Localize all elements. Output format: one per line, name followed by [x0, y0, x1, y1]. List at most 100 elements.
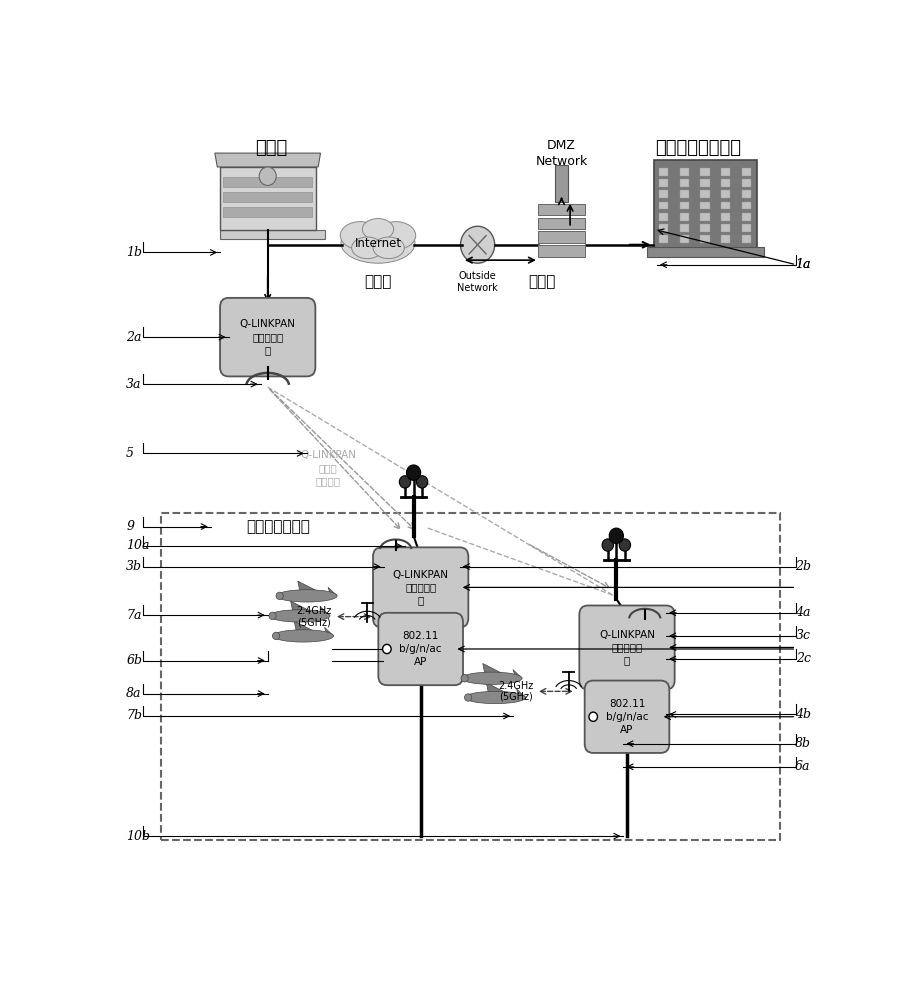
FancyBboxPatch shape [721, 224, 730, 232]
Text: 7b: 7b [126, 709, 142, 722]
FancyBboxPatch shape [219, 167, 316, 230]
Ellipse shape [276, 592, 284, 600]
Ellipse shape [461, 675, 468, 682]
FancyBboxPatch shape [679, 224, 688, 232]
FancyBboxPatch shape [579, 605, 675, 689]
FancyBboxPatch shape [721, 213, 730, 221]
Ellipse shape [276, 590, 337, 602]
FancyBboxPatch shape [373, 547, 468, 627]
FancyBboxPatch shape [659, 224, 668, 232]
Ellipse shape [352, 237, 383, 259]
FancyBboxPatch shape [679, 235, 688, 243]
Polygon shape [513, 670, 522, 678]
Ellipse shape [273, 630, 333, 642]
Text: 2a: 2a [126, 331, 141, 344]
FancyBboxPatch shape [721, 190, 730, 198]
FancyBboxPatch shape [700, 213, 710, 221]
FancyBboxPatch shape [742, 235, 751, 243]
FancyBboxPatch shape [646, 247, 764, 257]
Text: 1a: 1a [795, 258, 811, 271]
Circle shape [602, 539, 613, 551]
FancyBboxPatch shape [679, 190, 688, 198]
FancyBboxPatch shape [721, 202, 730, 209]
Text: DMZ
Network: DMZ Network [535, 139, 588, 168]
Text: 1b: 1b [126, 246, 142, 259]
Polygon shape [517, 689, 526, 698]
Text: 5: 5 [126, 447, 134, 460]
Ellipse shape [375, 222, 416, 249]
FancyBboxPatch shape [539, 218, 585, 229]
Polygon shape [297, 581, 322, 596]
Text: 6b: 6b [126, 654, 142, 667]
FancyBboxPatch shape [223, 207, 312, 217]
FancyBboxPatch shape [659, 168, 668, 176]
Text: Q-LINKPAN
毫米波
工作频段: Q-LINKPAN 毫米波 工作频段 [300, 450, 356, 486]
FancyBboxPatch shape [539, 245, 585, 257]
FancyBboxPatch shape [700, 202, 710, 209]
FancyBboxPatch shape [742, 168, 751, 176]
Text: 航站楼: 航站楼 [255, 139, 287, 157]
FancyBboxPatch shape [679, 202, 688, 209]
Text: 8a: 8a [126, 687, 141, 700]
FancyBboxPatch shape [700, 179, 710, 187]
Polygon shape [324, 627, 333, 636]
FancyBboxPatch shape [585, 681, 669, 753]
Text: 2c: 2c [796, 652, 811, 666]
FancyBboxPatch shape [700, 190, 710, 198]
Circle shape [461, 226, 495, 263]
Ellipse shape [363, 219, 394, 240]
Polygon shape [291, 601, 315, 616]
Text: 6a: 6a [795, 760, 811, 773]
Text: 3c: 3c [796, 629, 811, 642]
Ellipse shape [373, 237, 404, 259]
FancyBboxPatch shape [539, 231, 585, 243]
Text: 2b: 2b [795, 560, 811, 573]
Circle shape [619, 539, 631, 551]
Circle shape [399, 476, 410, 488]
Text: (5GHz): (5GHz) [297, 617, 331, 627]
Text: 1a: 1a [795, 258, 811, 271]
Circle shape [589, 712, 598, 721]
Text: Q-LINKPAN
高速无线网
桥: Q-LINKPAN 高速无线网 桥 [393, 570, 449, 605]
Text: 3a: 3a [126, 378, 141, 391]
FancyBboxPatch shape [700, 168, 710, 176]
Text: 2.4GHz: 2.4GHz [498, 681, 533, 691]
FancyBboxPatch shape [742, 224, 751, 232]
FancyBboxPatch shape [679, 179, 688, 187]
Text: 2.4GHz: 2.4GHz [296, 606, 331, 616]
FancyBboxPatch shape [742, 190, 751, 198]
Ellipse shape [465, 691, 526, 704]
Text: Q-LINKPAN
高速无线网
桥: Q-LINKPAN 高速无线网 桥 [240, 319, 296, 355]
Text: 航空公司运作中心: 航空公司运作中心 [655, 139, 741, 157]
Polygon shape [215, 153, 320, 167]
Text: 4a: 4a [795, 606, 811, 619]
Ellipse shape [273, 632, 280, 640]
Circle shape [407, 465, 420, 480]
Ellipse shape [341, 223, 415, 263]
Polygon shape [321, 607, 330, 616]
FancyBboxPatch shape [742, 179, 751, 187]
Ellipse shape [462, 672, 522, 684]
FancyBboxPatch shape [700, 235, 710, 243]
FancyBboxPatch shape [721, 179, 730, 187]
FancyBboxPatch shape [659, 235, 668, 243]
Text: 防火墙: 防火墙 [528, 274, 555, 289]
FancyBboxPatch shape [220, 298, 316, 376]
Ellipse shape [269, 612, 276, 620]
FancyBboxPatch shape [654, 160, 756, 249]
FancyBboxPatch shape [378, 613, 463, 685]
Text: Q-LINKPAN
高速无线网
桥: Q-LINKPAN 高速无线网 桥 [599, 630, 655, 665]
FancyBboxPatch shape [679, 213, 688, 221]
Polygon shape [328, 587, 337, 596]
Ellipse shape [465, 694, 472, 701]
FancyBboxPatch shape [721, 235, 730, 243]
Circle shape [610, 528, 623, 544]
FancyBboxPatch shape [659, 213, 668, 221]
Text: 8b: 8b [795, 737, 811, 750]
Circle shape [383, 644, 391, 654]
FancyBboxPatch shape [223, 192, 312, 202]
Circle shape [417, 476, 428, 488]
Text: 互联网: 互联网 [364, 274, 392, 289]
Text: 4b: 4b [795, 708, 811, 721]
Text: Outside
Network: Outside Network [457, 271, 498, 293]
